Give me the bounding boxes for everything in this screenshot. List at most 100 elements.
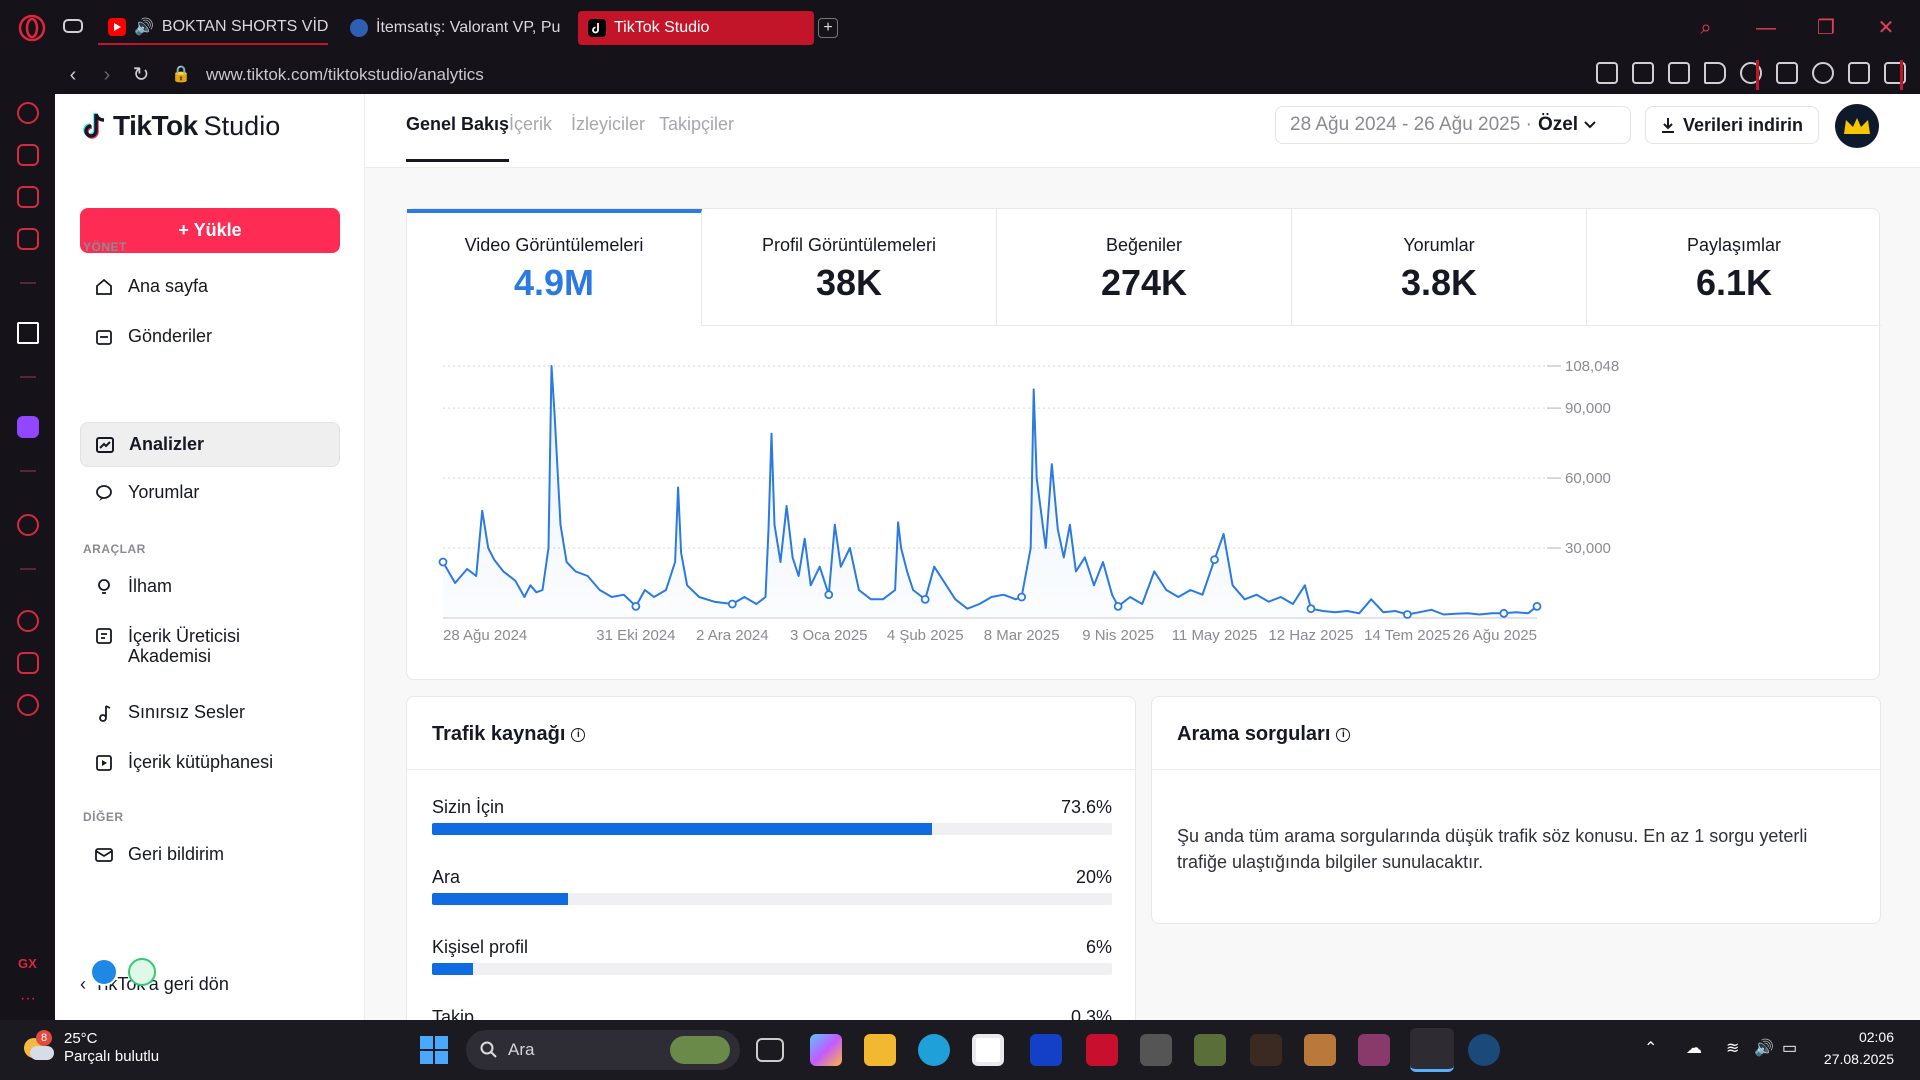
sidebar-item-posts[interactable]: Gönderiler <box>80 314 340 359</box>
tab-tiktok-studio[interactable]: TikTok Studio <box>578 11 814 45</box>
close-icon[interactable]: ✕ <box>1877 17 1895 39</box>
file-explorer-icon[interactable] <box>864 1034 896 1066</box>
minimize-icon[interactable]: — <box>1756 17 1776 39</box>
download-icon[interactable] <box>1848 62 1870 84</box>
metric-tab-shares[interactable]: Paylaşımlar 6.1K <box>1587 209 1881 326</box>
wifi-icon[interactable]: ≋ <box>1726 1040 1740 1057</box>
pin-icon[interactable] <box>1596 62 1618 84</box>
screen-recorder-icon[interactable] <box>90 958 118 986</box>
onedrive-icon[interactable]: ☁ <box>1686 1040 1702 1057</box>
data-point[interactable] <box>1113 601 1123 611</box>
avatar[interactable] <box>1835 104 1879 148</box>
tab-followers[interactable]: Takipçiler <box>659 114 735 134</box>
store-icon[interactable] <box>972 1034 1004 1066</box>
url-field[interactable]: www.tiktok.com/tiktokstudio/analytics <box>206 65 484 84</box>
sidebar-item-home[interactable]: Ana sayfa <box>80 264 340 309</box>
settings-icon[interactable] <box>17 694 39 716</box>
speaker-icon[interactable]: 🔊 <box>134 19 154 36</box>
battery-icon[interactable]: ▭ <box>1782 1040 1798 1057</box>
snapshot-icon[interactable] <box>1632 62 1654 84</box>
sidebar-item-inspiration[interactable]: İlham <box>80 564 340 609</box>
edge-icon[interactable] <box>918 1034 950 1066</box>
game-icon[interactable] <box>17 144 39 166</box>
data-point[interactable] <box>727 599 737 609</box>
extensions-icon[interactable] <box>17 652 39 674</box>
data-point[interactable] <box>1210 555 1219 565</box>
data-point[interactable] <box>438 557 448 567</box>
data-point[interactable] <box>1017 592 1027 602</box>
extensions-icon[interactable] <box>1776 62 1798 84</box>
search-tabs-icon[interactable]: ⌕ <box>1700 17 1712 39</box>
tab-itemsatis[interactable]: İtemsatış: Valorant VP, Pu <box>340 11 570 45</box>
sidebar-item-sounds[interactable]: Sınırsız Sesler <box>80 690 340 735</box>
game-controller-icon[interactable] <box>63 19 83 33</box>
download-data-button[interactable]: Verileri indirin <box>1645 106 1819 144</box>
date-range-picker[interactable]: 28 Ağu 2024 - 26 Ağu 2025 · Özel <box>1275 106 1631 144</box>
back-to-tiktok-link[interactable]: ‹ TikTok'a geri dön <box>80 974 229 995</box>
more-icon[interactable]: ··· <box>20 990 36 1007</box>
speed-dial-icon[interactable] <box>17 102 39 124</box>
weather-widget[interactable]: 8 25°C Parçalı bulutlu <box>22 1030 159 1066</box>
gx-icon[interactable]: GX <box>18 956 37 971</box>
sidebar-item-analytics[interactable]: Analizler <box>80 422 340 467</box>
l-app-icon[interactable] <box>1030 1034 1062 1066</box>
mcafee-icon[interactable] <box>1086 1034 1118 1066</box>
data-point[interactable] <box>920 594 930 604</box>
metric-tab-profile-views[interactable]: Profil Görüntülemeleri 38K <box>702 209 997 326</box>
taskbar-search[interactable]: Ara <box>466 1030 740 1070</box>
data-point[interactable] <box>824 590 834 600</box>
aria-icon[interactable] <box>17 322 39 344</box>
news-icon[interactable] <box>17 186 39 208</box>
new-tab-button[interactable]: + <box>818 18 838 38</box>
data-point[interactable] <box>631 601 641 611</box>
data-point[interactable] <box>1499 608 1509 618</box>
heart-icon[interactable] <box>1740 62 1762 84</box>
data-point[interactable] <box>1306 604 1316 614</box>
game-app-icon[interactable] <box>1250 1034 1282 1066</box>
twitch-icon[interactable] <box>17 416 39 438</box>
copilot-icon[interactable] <box>810 1034 842 1066</box>
reload-icon[interactable]: ↻ <box>132 64 150 86</box>
info-icon[interactable]: i <box>1336 727 1351 742</box>
tiktok-studio-logo[interactable]: TikTok Studio <box>81 110 280 142</box>
metric-tab-comments[interactable]: Yorumlar 3.8K <box>1292 209 1587 326</box>
sidebar-item-academy[interactable]: İçerik Üreticisi Akademisi <box>80 622 340 672</box>
maximize-icon[interactable]: ❐ <box>1817 17 1835 39</box>
opera-logo-icon[interactable] <box>18 14 46 42</box>
game-app-icon[interactable] <box>1358 1034 1390 1066</box>
start-button[interactable] <box>420 1036 448 1064</box>
tab-youtube[interactable]: 🔊 BOKTAN SHORTS VİD <box>98 11 328 45</box>
play-icon[interactable] <box>1704 62 1726 84</box>
history-icon[interactable] <box>17 610 39 632</box>
game-app-icon[interactable] <box>1304 1034 1336 1066</box>
tab-overview[interactable]: Genel Bakış <box>406 114 510 162</box>
menu-icon[interactable] <box>1884 62 1906 84</box>
forward-icon[interactable]: › <box>103 64 111 86</box>
adblock-icon[interactable] <box>1668 62 1690 84</box>
tab-viewers[interactable]: İzleyiciler <box>571 114 646 134</box>
sidebar-item-comments[interactable]: Yorumlar <box>80 470 340 515</box>
messenger-icon[interactable] <box>17 228 39 250</box>
task-view-icon[interactable] <box>756 1038 784 1062</box>
tab-content[interactable]: İçerik <box>509 114 553 134</box>
metric-tab-video-views[interactable]: Video Görüntülemeleri 4.9M <box>407 209 702 326</box>
sidebar-item-feedback[interactable]: Geri bildirim <box>80 832 340 877</box>
power-icon[interactable] <box>128 958 156 986</box>
info-icon[interactable]: i <box>571 727 586 742</box>
back-icon[interactable]: ‹ <box>69 64 77 86</box>
data-point[interactable] <box>1532 601 1542 611</box>
metrics-card: Video Görüntülemeleri 4.9M Profil Görünt… <box>406 208 1881 680</box>
chevron-up-icon[interactable]: ⌃ <box>1644 1040 1658 1057</box>
data-point[interactable] <box>1403 610 1412 619</box>
steam-icon[interactable] <box>1468 1034 1500 1066</box>
player-icon[interactable] <box>17 514 39 536</box>
upload-button[interactable]: + Yükle <box>80 208 340 253</box>
opera-gx-taskbar-icon[interactable] <box>1410 1028 1454 1072</box>
game-app-icon[interactable] <box>1140 1034 1172 1066</box>
game-app-icon[interactable] <box>1194 1034 1226 1066</box>
sidebar-item-library[interactable]: İçerik kütüphanesi <box>80 740 340 785</box>
volume-icon[interactable]: 🔊 <box>1754 1040 1774 1057</box>
profile-icon[interactable] <box>1812 62 1834 84</box>
metric-tab-likes[interactable]: Beğeniler 274K <box>997 209 1292 326</box>
clock[interactable]: 02:06 27.08.2025 <box>1824 1026 1894 1070</box>
